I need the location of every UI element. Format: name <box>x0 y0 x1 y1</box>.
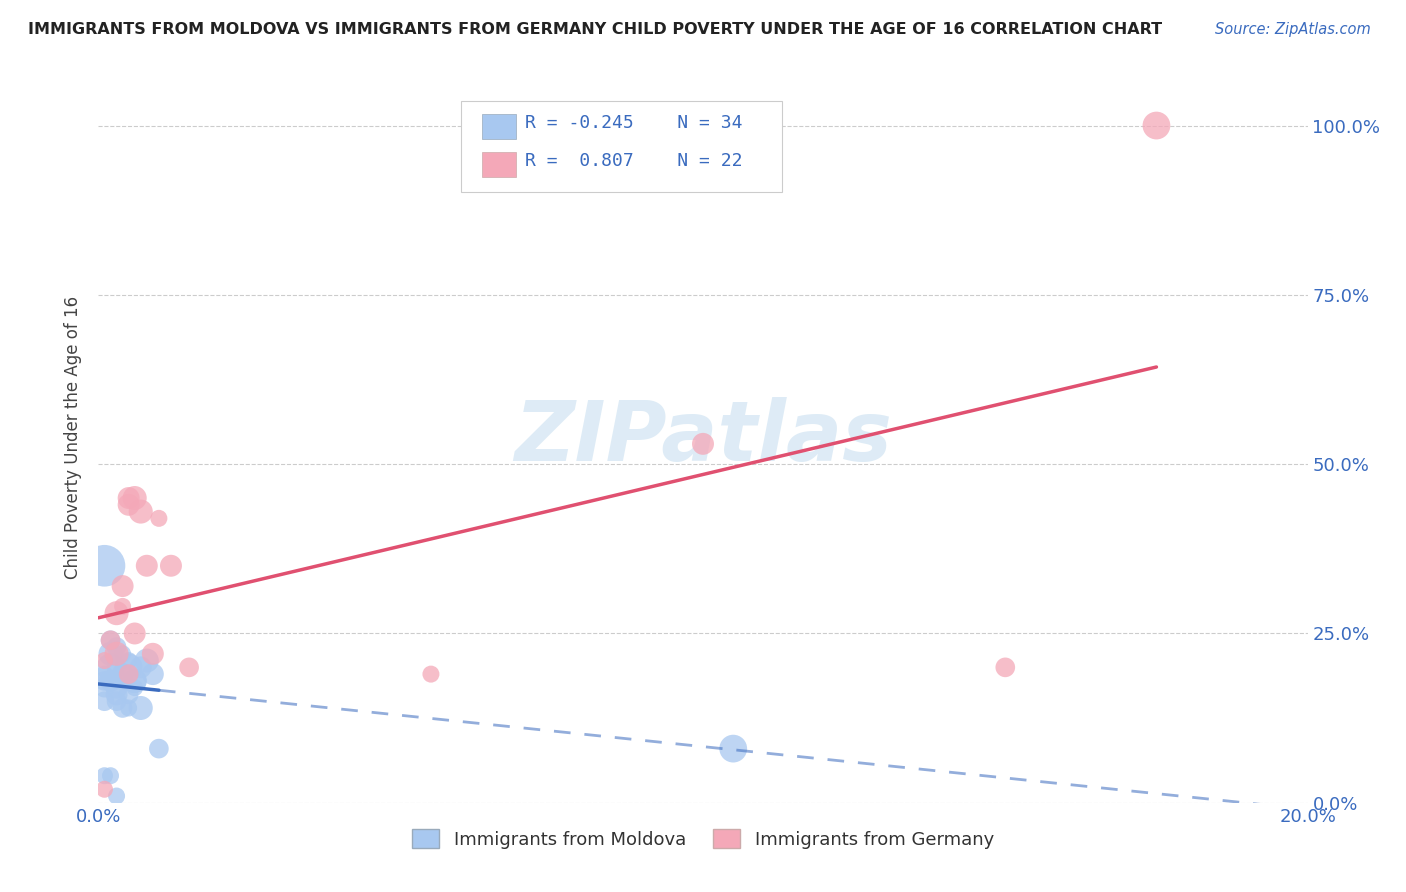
Point <box>118 498 141 512</box>
FancyBboxPatch shape <box>482 152 516 178</box>
Point <box>124 626 146 640</box>
Text: ZIPatlas: ZIPatlas <box>515 397 891 477</box>
Point <box>111 673 134 688</box>
Point <box>723 741 745 756</box>
Point <box>142 667 165 681</box>
Point <box>124 681 146 695</box>
Point <box>129 701 152 715</box>
Point <box>93 694 115 708</box>
Point <box>118 660 141 674</box>
Point <box>118 701 141 715</box>
FancyBboxPatch shape <box>482 114 516 139</box>
Point <box>994 660 1017 674</box>
Point <box>420 667 443 681</box>
Point <box>111 647 134 661</box>
Point <box>111 579 134 593</box>
Point <box>118 491 141 505</box>
Point <box>105 660 128 674</box>
Point <box>124 673 146 688</box>
Point <box>129 660 152 674</box>
Point <box>148 511 170 525</box>
Point <box>124 491 146 505</box>
Point <box>1144 119 1167 133</box>
Point <box>100 769 122 783</box>
Point <box>105 789 128 803</box>
Y-axis label: Child Poverty Under the Age of 16: Child Poverty Under the Age of 16 <box>65 295 83 579</box>
Point <box>105 647 128 661</box>
Point <box>142 647 165 661</box>
Point <box>105 606 128 620</box>
Point <box>93 667 115 681</box>
Point <box>100 647 122 661</box>
Point <box>93 681 115 695</box>
Legend: Immigrants from Moldova, Immigrants from Germany: Immigrants from Moldova, Immigrants from… <box>412 830 994 848</box>
Point <box>93 782 115 797</box>
Point <box>124 673 146 688</box>
Point <box>105 694 128 708</box>
Point <box>118 654 141 668</box>
Point <box>135 654 157 668</box>
Point <box>179 660 201 674</box>
Text: IMMIGRANTS FROM MOLDOVA VS IMMIGRANTS FROM GERMANY CHILD POVERTY UNDER THE AGE O: IMMIGRANTS FROM MOLDOVA VS IMMIGRANTS FR… <box>28 22 1163 37</box>
Point <box>111 701 134 715</box>
Text: R =  0.807    N = 22: R = 0.807 N = 22 <box>526 153 742 170</box>
Text: Source: ZipAtlas.com: Source: ZipAtlas.com <box>1215 22 1371 37</box>
Point <box>100 633 122 648</box>
Point <box>129 505 152 519</box>
Point <box>111 599 134 614</box>
Point <box>105 681 128 695</box>
Point <box>135 558 157 573</box>
FancyBboxPatch shape <box>461 101 782 192</box>
Point <box>93 673 115 688</box>
Point <box>93 769 115 783</box>
Point <box>93 654 115 668</box>
Point <box>105 640 128 654</box>
Point <box>100 673 122 688</box>
Point <box>100 660 122 674</box>
Point <box>118 688 141 702</box>
Point <box>100 633 122 648</box>
Point <box>118 667 141 681</box>
Text: R = -0.245    N = 34: R = -0.245 N = 34 <box>526 114 742 132</box>
Point <box>160 558 183 573</box>
Point <box>111 667 134 681</box>
Point <box>148 741 170 756</box>
Point <box>93 558 115 573</box>
Point <box>692 437 714 451</box>
Point <box>105 688 128 702</box>
